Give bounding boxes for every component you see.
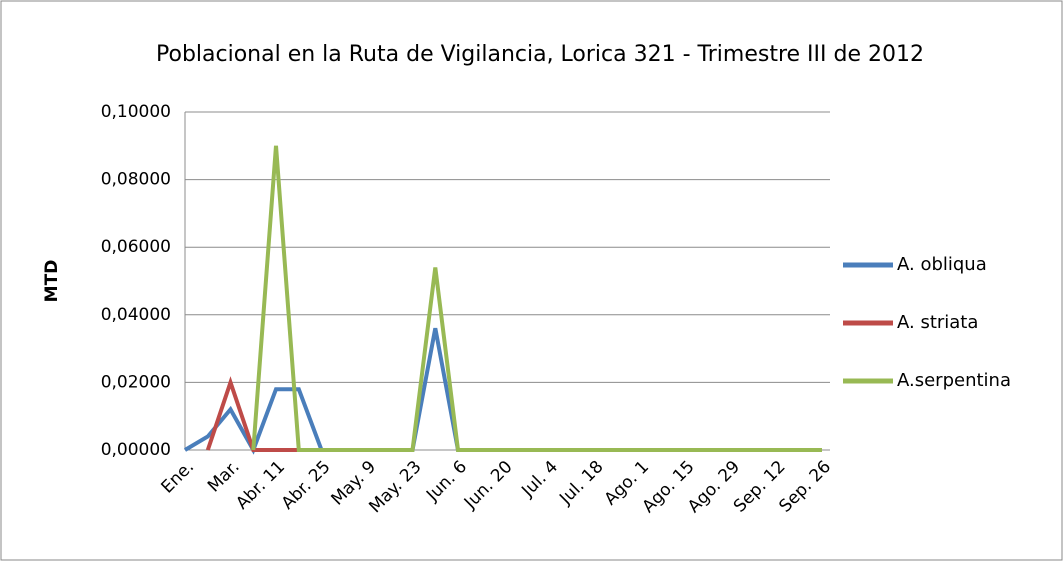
y-tick-label: 0,10000 — [101, 102, 171, 122]
legend-label: A. striata — [897, 312, 978, 333]
series-line — [251, 145, 822, 452]
legend-label: A.serpentina — [897, 370, 1011, 391]
y-tick-label: 0,02000 — [101, 372, 171, 392]
y-axis-label: MTD — [42, 260, 62, 303]
chart-title: Poblacional en la Ruta de Vigilancia, Lo… — [156, 42, 924, 67]
y-tick-label: 0,04000 — [101, 305, 171, 325]
legend-label: A. obliqua — [897, 254, 987, 275]
y-tick-label: 0,06000 — [101, 237, 171, 257]
y-tick-label: 0,00000 — [101, 440, 171, 460]
y-tick-label: 0,08000 — [101, 170, 171, 190]
